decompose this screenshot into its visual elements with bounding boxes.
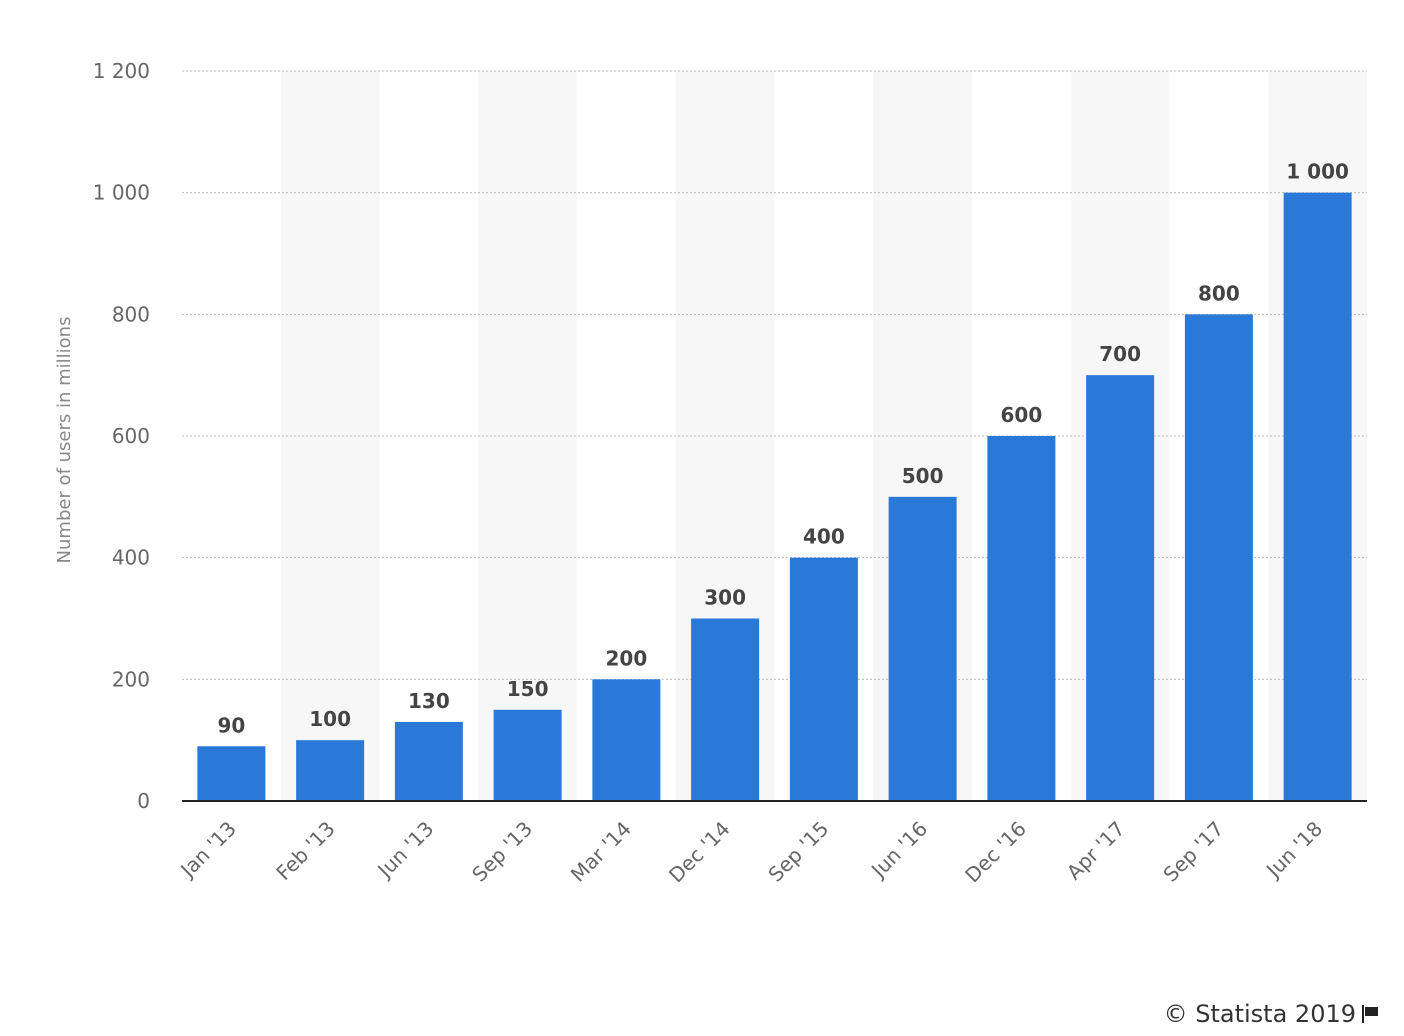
flag-icon[interactable] — [1362, 1005, 1378, 1023]
gridlines — [182, 70, 1367, 680]
data-label: 300 — [704, 586, 746, 610]
data-label: 1 000 — [1286, 160, 1349, 184]
credit-text: © Statista 2019 — [1163, 1000, 1356, 1028]
data-labels: 90 100 130 150 200 300 400 500 600 700 800 1 000 — [217, 160, 1348, 738]
x-tick-label: Sep '13 — [467, 817, 537, 887]
data-label: 200 — [606, 646, 648, 670]
y-tick-label: 1 000 — [93, 181, 150, 205]
y-tick-label: 1 200 — [93, 59, 150, 83]
bar[interactable] — [197, 746, 266, 801]
y-tick-label: 200 — [112, 667, 150, 691]
x-tick-label: Jan '13 — [174, 817, 241, 884]
bar[interactable] — [987, 436, 1056, 801]
x-tick-label: Feb '13 — [271, 817, 339, 885]
bar[interactable] — [493, 709, 562, 801]
data-label: 100 — [309, 707, 351, 731]
data-label: 150 — [507, 677, 549, 701]
x-tick-label: Dec '16 — [960, 817, 1031, 888]
bar[interactable] — [691, 618, 760, 802]
x-tick-label: Sep '17 — [1158, 817, 1228, 887]
y-tick-label: 0 — [137, 789, 150, 813]
bar[interactable] — [888, 496, 957, 801]
bar[interactable] — [296, 740, 365, 801]
bar[interactable] — [592, 679, 661, 801]
bar[interactable] — [394, 721, 463, 801]
y-tick-label: 800 — [112, 302, 150, 326]
bar[interactable] — [1086, 375, 1155, 801]
bars — [197, 192, 1352, 802]
data-label: 90 — [217, 713, 245, 737]
x-tick-label: Mar '14 — [566, 817, 636, 887]
y-axis-title: Number of users in millions — [54, 317, 75, 564]
x-tick-label: Dec '14 — [664, 817, 735, 888]
data-label: 500 — [902, 464, 944, 488]
data-label: 130 — [408, 689, 450, 713]
data-label: 600 — [1001, 403, 1043, 427]
bar[interactable] — [1184, 314, 1253, 801]
x-tick-label: Jun '18 — [1260, 817, 1327, 884]
x-tick-label: Jun '16 — [865, 817, 932, 884]
data-label: 800 — [1198, 281, 1240, 305]
x-tick-label: Jun '13 — [372, 817, 439, 884]
source-credit[interactable]: © Statista 2019 — [1164, 1000, 1378, 1028]
y-axis-ticks: 0 200 400 600 800 1 000 1 200 — [93, 59, 150, 813]
bar[interactable] — [789, 557, 858, 801]
x-axis-ticks: Jan '13 Feb '13 Jun '13 Sep '13 Mar '14 Dec '… — [174, 817, 1327, 888]
y-tick-label: 600 — [112, 424, 150, 448]
data-label: 700 — [1099, 342, 1141, 366]
x-tick-label: Apr '17 — [1062, 817, 1130, 885]
bar[interactable] — [1283, 192, 1352, 801]
y-tick-label: 400 — [112, 546, 150, 570]
x-tick-label: Sep '15 — [763, 817, 833, 887]
data-label: 400 — [803, 525, 845, 549]
